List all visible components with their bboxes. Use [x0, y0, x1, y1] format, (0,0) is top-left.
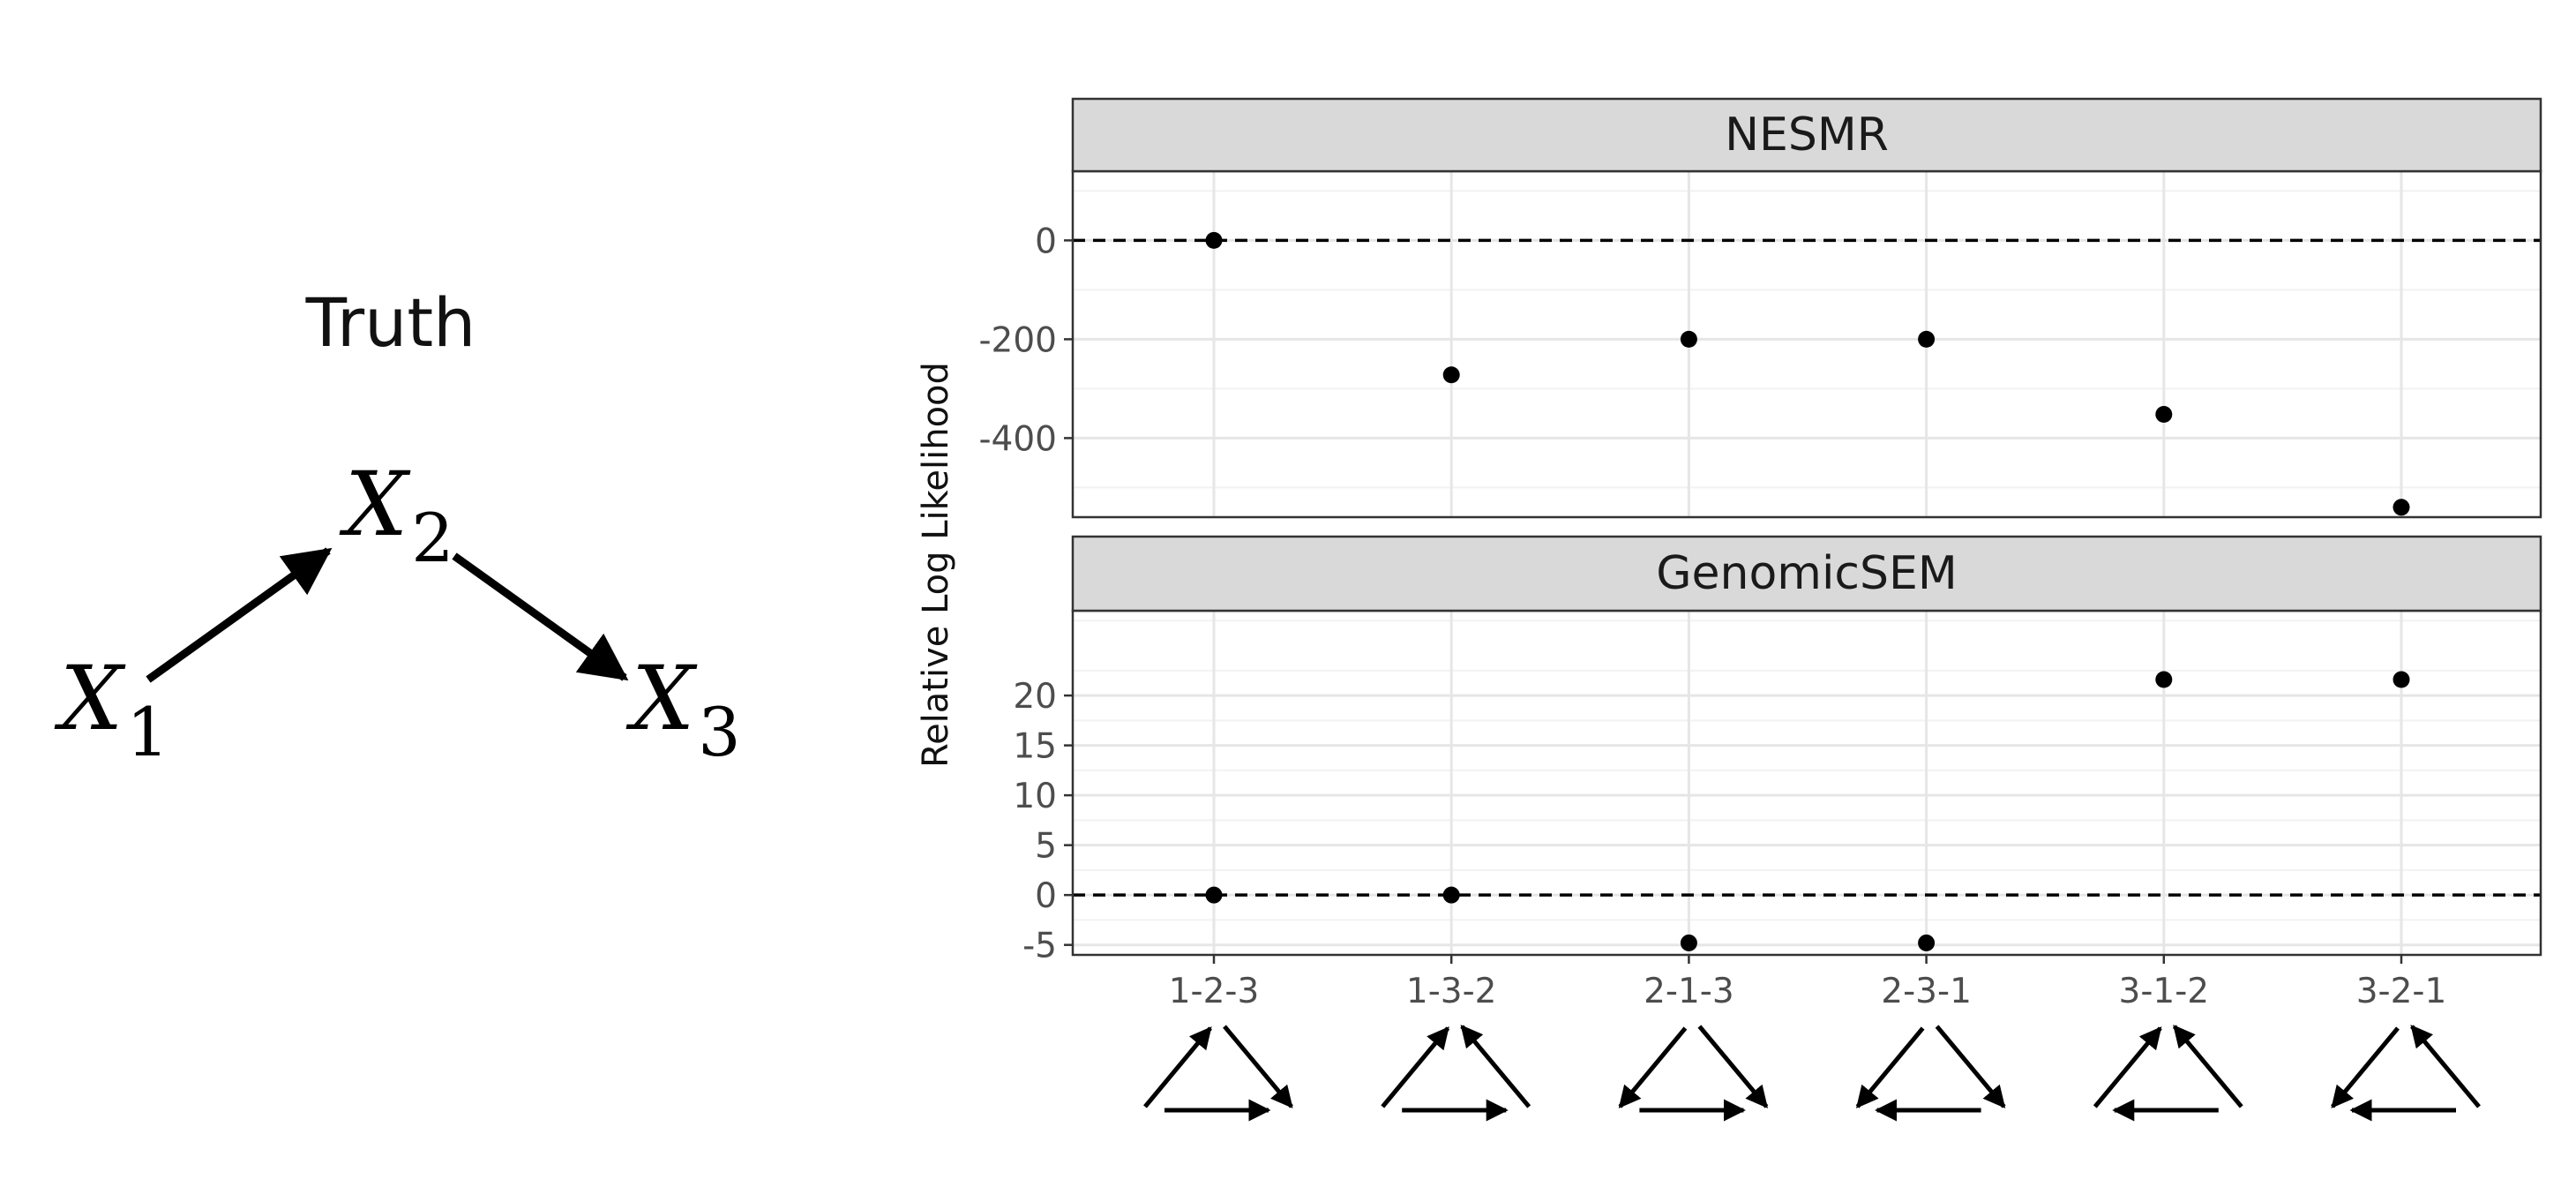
node-x2-letter: X: [339, 453, 411, 556]
nesmr-point-1-2-3: [1205, 231, 1223, 249]
node-x3-letter: X: [625, 647, 698, 750]
order-glyph-1-2-3: [1143, 1025, 1293, 1122]
genomicsem-point-3-2-1: [2393, 671, 2410, 688]
panel-nesmr: NESMR 0 -200 -400: [978, 97, 2542, 519]
order-glyph-2-1-3: [1618, 1025, 1769, 1122]
edge-x1-x2: [146, 547, 333, 683]
nesmr-y-tick-label: -200: [978, 320, 1057, 360]
genomicsem-strip: [1071, 535, 2542, 612]
order-glyph-2-3-1: [1855, 1025, 2006, 1122]
nesmr-point-3-1-2: [2155, 406, 2173, 424]
glyph-left-arrow: [1618, 1026, 1688, 1108]
genomicsem-point-2-1-3: [1680, 934, 1697, 951]
x-tick-label-2-1-3: 2-1-3: [1644, 972, 1734, 1011]
glyph-left-arrow: [1143, 1026, 1212, 1108]
x-tick-label-3-2-1: 3-2-1: [2356, 972, 2447, 1011]
genomicsem-y-tick-label: 0: [1035, 876, 1057, 916]
truth-title: Truth: [305, 283, 476, 362]
glyph-left-arrow: [1855, 1026, 1925, 1108]
glyph-left-arrow: [2331, 1026, 2400, 1108]
y-axis-label: Relative Log Likelihood: [916, 362, 956, 768]
node-x1-letter: X: [54, 647, 126, 750]
node-x2: X2: [339, 453, 454, 577]
glyph-right-arrow: [1460, 1025, 1531, 1108]
order-glyph-3-1-2: [2093, 1025, 2243, 1122]
glyph-left-arrow: [2093, 1026, 2162, 1108]
truth-diagram: Truth X1 X2 X3: [54, 283, 741, 771]
glyph-right-arrow: [2172, 1025, 2243, 1108]
nesmr-plot-area: [1073, 171, 2541, 517]
nesmr-point-3-2-1: [2393, 499, 2410, 516]
nesmr-y-tick-label: 0: [1035, 222, 1057, 261]
glyph-right-arrow: [1223, 1025, 1293, 1108]
genomicsem-y-tick-label: 5: [1035, 827, 1057, 867]
panel-genomicsem: GenomicSEM 20 15 10 5 0 -5: [1013, 535, 2542, 966]
nesmr-strip-label: NESMR: [1725, 109, 1889, 162]
genomicsem-plot-area: [1073, 611, 2541, 955]
order-glyph-1-3-2: [1381, 1025, 1531, 1122]
nesmr-point-1-3-2: [1442, 366, 1460, 384]
genomicsem-point-1-2-3: [1205, 886, 1223, 904]
glyph-right-arrow: [2410, 1025, 2481, 1108]
genomicsem-y-tick-label: -5: [1022, 927, 1057, 966]
genomicsem-y-tick-label: 15: [1013, 727, 1057, 767]
glyph-left-arrow: [1381, 1026, 1450, 1108]
x-tick-label-3-1-2: 3-1-2: [2119, 972, 2210, 1011]
order-glyphs: [1143, 1025, 2481, 1122]
nesmr-point-2-3-1: [1918, 330, 1936, 348]
genomicsem-strip-label: GenomicSEM: [1656, 547, 1957, 600]
genomicsem-y-tick-label: 10: [1013, 777, 1057, 816]
node-x2-subscript: 2: [411, 499, 453, 577]
node-x1: X1: [54, 647, 169, 771]
node-x3-subscript: 3: [698, 693, 740, 771]
nesmr-point-2-1-3: [1680, 330, 1697, 348]
node-x1-subscript: 1: [126, 693, 168, 771]
genomicsem-point-1-3-2: [1442, 886, 1460, 904]
node-x3: X3: [625, 647, 741, 771]
genomicsem-point-3-1-2: [2155, 671, 2173, 688]
chart: Relative Log Likelihood NESMR 0 -200 -400 G…: [916, 97, 2542, 1122]
nesmr-y-tick-label: -400: [978, 419, 1057, 459]
x-tick-label-1-2-3: 1-2-3: [1169, 972, 1260, 1011]
glyph-right-arrow: [1935, 1025, 2006, 1108]
x-axis: 1-2-3 1-3-2 2-1-3 2-3-1 3-1-2 3-2-1: [1169, 955, 2447, 1011]
edge-x2-x3: [452, 552, 629, 681]
x-tick-label-1-3-2: 1-3-2: [1406, 972, 1497, 1011]
glyph-right-arrow: [1697, 1025, 1769, 1108]
x-tick-label-2-3-1: 2-3-1: [1881, 972, 1972, 1011]
genomicsem-point-2-3-1: [1918, 934, 1936, 951]
order-glyph-3-2-1: [2331, 1025, 2481, 1122]
nesmr-strip: [1071, 97, 2542, 173]
genomicsem-y-tick-label: 20: [1013, 677, 1057, 717]
